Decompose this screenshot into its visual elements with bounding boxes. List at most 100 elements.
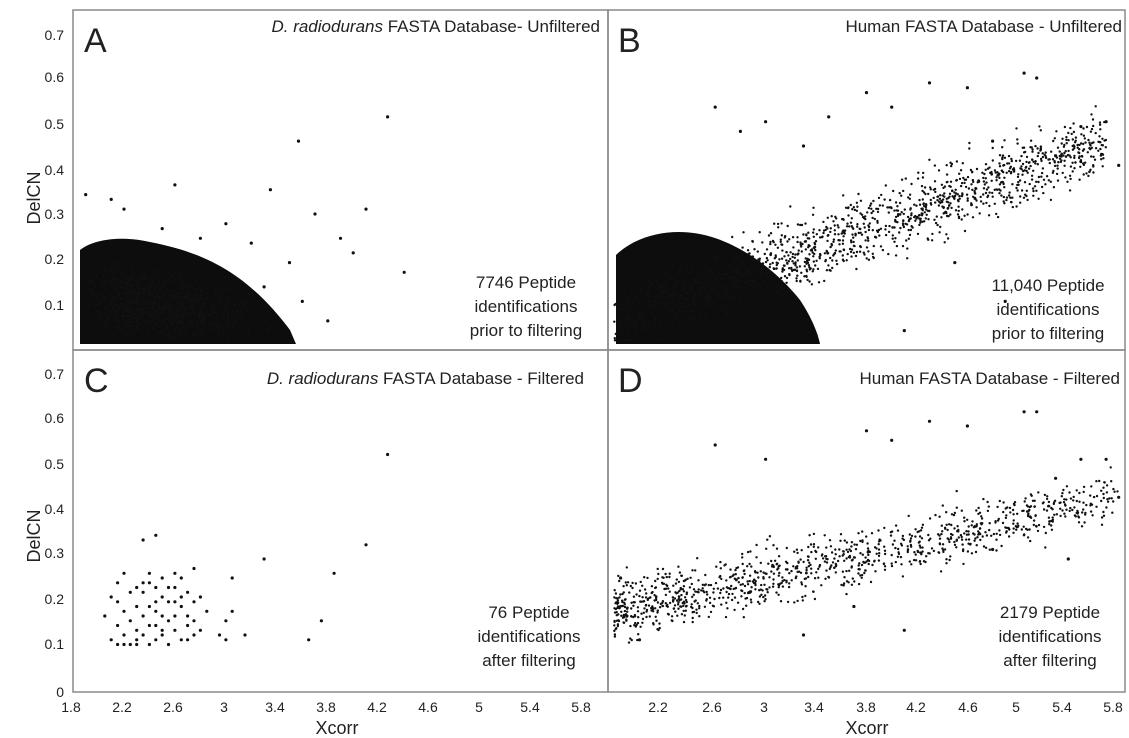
panel-b-data-point [967, 187, 971, 190]
panel-b-data-point [753, 267, 756, 270]
panel-a-data-point [96, 325, 99, 328]
panel-d-data-point [1008, 528, 1011, 531]
panel-b-data-point [871, 229, 874, 232]
panel-b-data-point [1019, 201, 1022, 204]
panel-d-data-point [941, 543, 945, 546]
panel-d-data-point [988, 522, 991, 525]
panel-d-data-point [661, 600, 665, 603]
panel-d-data-point [619, 604, 622, 608]
panel-d-data-point [1074, 515, 1078, 518]
panel-a-data-point [118, 305, 121, 308]
panel-b-data-point [982, 180, 986, 183]
panel-a-data-point [147, 316, 150, 319]
panel-d-data-point [917, 541, 921, 544]
panel-a-data-point [164, 301, 168, 305]
panel-d-data-point [981, 535, 984, 538]
panel-d-data-point [943, 548, 947, 551]
panel-b-data-point [859, 245, 862, 249]
panel-d-data-point [914, 528, 917, 531]
panel-a-data-point [142, 277, 145, 280]
panel-d-data-point [1065, 498, 1068, 501]
panel-b-data-point [1035, 180, 1038, 183]
panel-a-data-point [113, 309, 116, 312]
panel-b-data-point [779, 297, 783, 300]
panel-c-data-point [198, 628, 202, 632]
panel-b-data-point [1006, 162, 1009, 165]
panel-d-data-point [831, 561, 835, 564]
panel-a-data-point [102, 332, 105, 335]
panel-b-data-point [903, 208, 906, 211]
panel-b-data-point [951, 189, 954, 192]
panel-a-data-point [158, 306, 161, 310]
panel-b-data-point [920, 184, 924, 188]
panel-b-data-point [852, 206, 855, 209]
panel-d-data-point [743, 584, 747, 588]
panel-d-data-point [1069, 497, 1073, 500]
panel-a-data-point [192, 336, 195, 339]
panel-b-data-point [906, 215, 910, 219]
panel-d-data-point [756, 571, 759, 574]
panel-b-data-point [812, 255, 815, 258]
panel-b-data-point [796, 236, 799, 239]
panel-b-data-point [1037, 151, 1040, 155]
panel-b-data-point [1084, 161, 1087, 164]
panel-b-data-point [927, 238, 930, 241]
panel-d-data-point [777, 555, 781, 558]
panel-a-data-point [186, 298, 189, 302]
panel-d-data-point [834, 571, 837, 574]
panel-d-data-point [840, 583, 843, 587]
panel-b-data-point [739, 256, 742, 259]
panel-b-data-point [1023, 181, 1027, 184]
panel-b-data-point [832, 240, 835, 243]
panel-a-data-point [139, 297, 143, 300]
panel-b-data-point [1101, 153, 1105, 156]
panel-d-data-point [754, 580, 757, 583]
panel-a-data-point [161, 322, 165, 325]
panel-b-data-point [718, 308, 722, 311]
panel-a-data-point [103, 268, 107, 271]
panel-b-data-point [741, 246, 744, 249]
panel-b-data-point [763, 280, 766, 283]
panel-a-data-point [205, 296, 208, 299]
panel-a-data-point [202, 326, 205, 329]
panel-b-data-point [943, 211, 946, 215]
panel-d-data-point [1037, 523, 1041, 527]
panel-b-data-point [1079, 160, 1082, 163]
panel-a-data-point [243, 302, 246, 305]
panel-d-data-point [863, 571, 866, 575]
panel-a-data-point [211, 322, 214, 325]
panel-d-data-point [850, 559, 854, 562]
panel-b-data-point [650, 282, 653, 286]
panel-b-data-point [907, 219, 911, 223]
panel-d-data-point [1062, 488, 1065, 492]
panel-d-data-point [813, 577, 817, 580]
panel-b-data-point [713, 279, 716, 282]
panel-a-data-point [257, 330, 260, 333]
panel-d-data-point [658, 622, 661, 625]
panel-b-data-point [971, 178, 975, 182]
panel-d-data-point [797, 570, 801, 573]
panel-b-data-point [679, 302, 682, 306]
panel-a-data-point [180, 292, 183, 295]
panel-d-data-point [691, 606, 694, 610]
panel-b-data-point [1032, 194, 1035, 197]
panel-d-data-point [991, 547, 995, 552]
panel-d-data-point [773, 559, 777, 562]
panel-d-data-point [862, 560, 865, 564]
panel-d-data-point [845, 569, 848, 573]
panel-c-data-point [141, 590, 145, 594]
panel-a-data-point [189, 319, 192, 323]
panel-b-data-point [774, 255, 777, 259]
panel-b-data-point [1034, 160, 1037, 163]
panel-d-data-point [1075, 489, 1078, 492]
panel-d-data-point [909, 537, 913, 540]
panel-d-data-point [1061, 492, 1064, 495]
panel-d-data-point [825, 557, 828, 560]
panel-a-data-point [191, 307, 194, 310]
panel-b-data-point [872, 210, 875, 213]
panel-d-data-point [680, 598, 683, 601]
panel-b-data-point [950, 164, 953, 168]
panel-b-data-point [1056, 179, 1060, 182]
panel-b-data-point [985, 201, 988, 205]
panel-d-data-point [765, 547, 768, 550]
